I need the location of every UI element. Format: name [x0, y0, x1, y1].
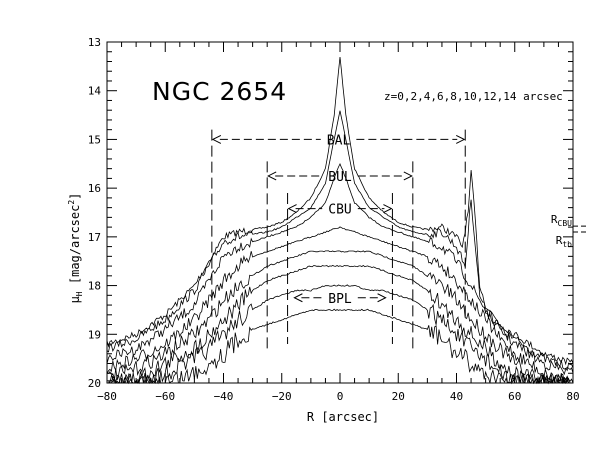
y-axis-ticks: 13 14 15 16 17 18 19 20 [88, 36, 573, 390]
bul-arrowhead-right [403, 171, 413, 181]
profile-line-7 [107, 308, 574, 385]
y-tick-label: 14 [88, 85, 102, 98]
y-tick-label: 18 [88, 280, 101, 293]
profile-line-5 [106, 265, 573, 385]
x-axis-ticks: −80 −60 −40 −20 0 20 40 60 80 [97, 42, 580, 403]
cbu-arrowhead-left [287, 204, 297, 214]
x-tick-label: 20 [392, 390, 405, 403]
cbu-arrowhead-right [383, 204, 393, 214]
y-tick-label: 20 [88, 377, 101, 390]
bpl-label: BPL [328, 292, 352, 307]
y-tick-label: 16 [88, 182, 101, 195]
profile-line-6 [107, 284, 573, 385]
bpl-arrowhead-left [293, 293, 303, 303]
profile-line-2 [106, 163, 574, 376]
right-margin-markers: RCBU Rtb [551, 213, 587, 249]
marker-label-cbu: RCBU [551, 213, 572, 228]
cbu-label: CBU [328, 203, 351, 218]
z-annotation: z=0,2,4,6,8,10,12,14 arcsec [384, 90, 563, 103]
bal-label: BAL [327, 133, 351, 148]
profile-line-3 [106, 226, 573, 384]
y-axis-title: μH [mag/arcsec2] [67, 193, 84, 304]
galaxy-title: NGC 2654 [152, 77, 287, 106]
region-markers: BAL BUL CBU BPL [211, 129, 466, 352]
bul-label: BUL [328, 170, 352, 185]
y-tick-label: 13 [88, 36, 101, 49]
marker-label-tb: Rtb [556, 234, 572, 249]
y-tick-label: 15 [88, 133, 101, 146]
profile-line-4 [106, 250, 573, 385]
x-tick-label: −40 [214, 390, 234, 403]
bal-arrowhead-left [211, 134, 222, 144]
x-tick-label: 80 [566, 390, 579, 403]
x-tick-label: 0 [337, 390, 344, 403]
x-tick-label: −60 [155, 390, 175, 403]
x-tick-label: −80 [97, 390, 117, 403]
x-axis-title: R [arcsec] [307, 410, 379, 424]
x-tick-label: −20 [272, 390, 292, 403]
x-tick-label: 60 [508, 390, 521, 403]
x-tick-label: 40 [450, 390, 463, 403]
bal-arrowhead-right [456, 134, 466, 144]
bul-arrowhead-left [267, 171, 277, 181]
y-tick-label: 19 [88, 328, 101, 341]
y-tick-label: 17 [88, 231, 101, 244]
profile-curves [106, 56, 574, 385]
bpl-arrowhead-right [377, 293, 387, 303]
